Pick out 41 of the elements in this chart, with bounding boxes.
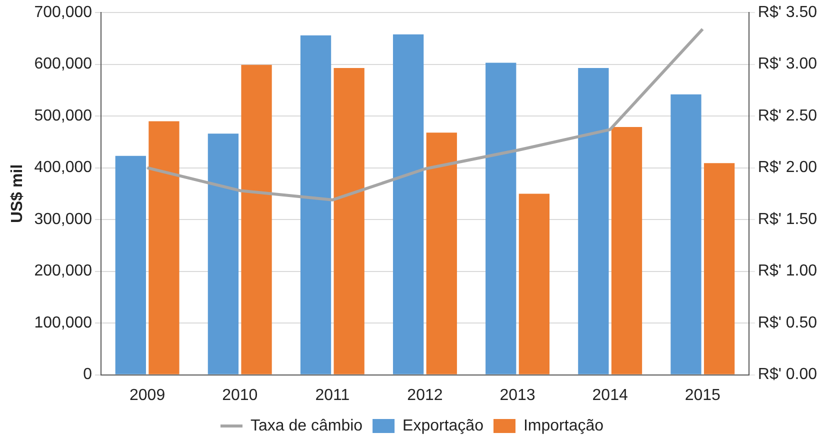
bar — [426, 132, 457, 374]
y2-tick-label: R$' 2.00 — [758, 159, 818, 176]
x-tick-label: 2009 — [130, 386, 166, 404]
bar — [578, 68, 609, 374]
y2-tick-label: R$' 2.50 — [758, 107, 818, 124]
y-tick-label: 200,000 — [34, 262, 92, 280]
y-tick-label: 400,000 — [34, 159, 92, 176]
x-tick-label: 2013 — [500, 386, 536, 404]
legend-label: Taxa de câmbio — [250, 417, 363, 434]
x-tick-label: 2010 — [222, 386, 258, 404]
bar — [241, 64, 272, 374]
y2-tick-label: R$' 3.00 — [758, 56, 818, 73]
bar — [704, 163, 735, 374]
y2-tick-label: R$' 1.00 — [758, 262, 818, 280]
x-tick-label: 2014 — [592, 386, 628, 404]
bar — [115, 156, 146, 374]
bar — [518, 194, 550, 374]
bar — [334, 68, 364, 374]
y2-tick-label: R$' 0.50 — [758, 314, 818, 332]
y-tick-label: 0 — [83, 366, 92, 384]
y-axis-title: US$ mil — [9, 164, 26, 224]
x-tick-label: 2012 — [407, 386, 443, 404]
y-tick-label: 600,000 — [34, 56, 92, 73]
bar — [670, 94, 702, 374]
legend-label: Exportação — [402, 417, 484, 434]
bar — [392, 34, 424, 374]
legend-label: Importação — [523, 417, 604, 434]
x-tick-label: 2011 — [315, 386, 350, 404]
y-tick-label: 300,000 — [34, 210, 92, 228]
y-tick-label: 500,000 — [34, 107, 92, 124]
bar — [148, 121, 180, 374]
y-tick-label: 100,000 — [34, 314, 92, 332]
y2-tick-label: R$' 0.00 — [758, 366, 818, 384]
y2-tick-label: R$' 1.50 — [758, 210, 818, 228]
bar — [300, 35, 332, 374]
y2-tick-label: R$' 3.50 — [758, 4, 818, 22]
y-tick-label: 700,000 — [34, 4, 92, 22]
bar — [486, 62, 516, 374]
x-tick-label: 2015 — [684, 386, 721, 404]
bar — [611, 126, 642, 374]
bar — [208, 134, 239, 374]
